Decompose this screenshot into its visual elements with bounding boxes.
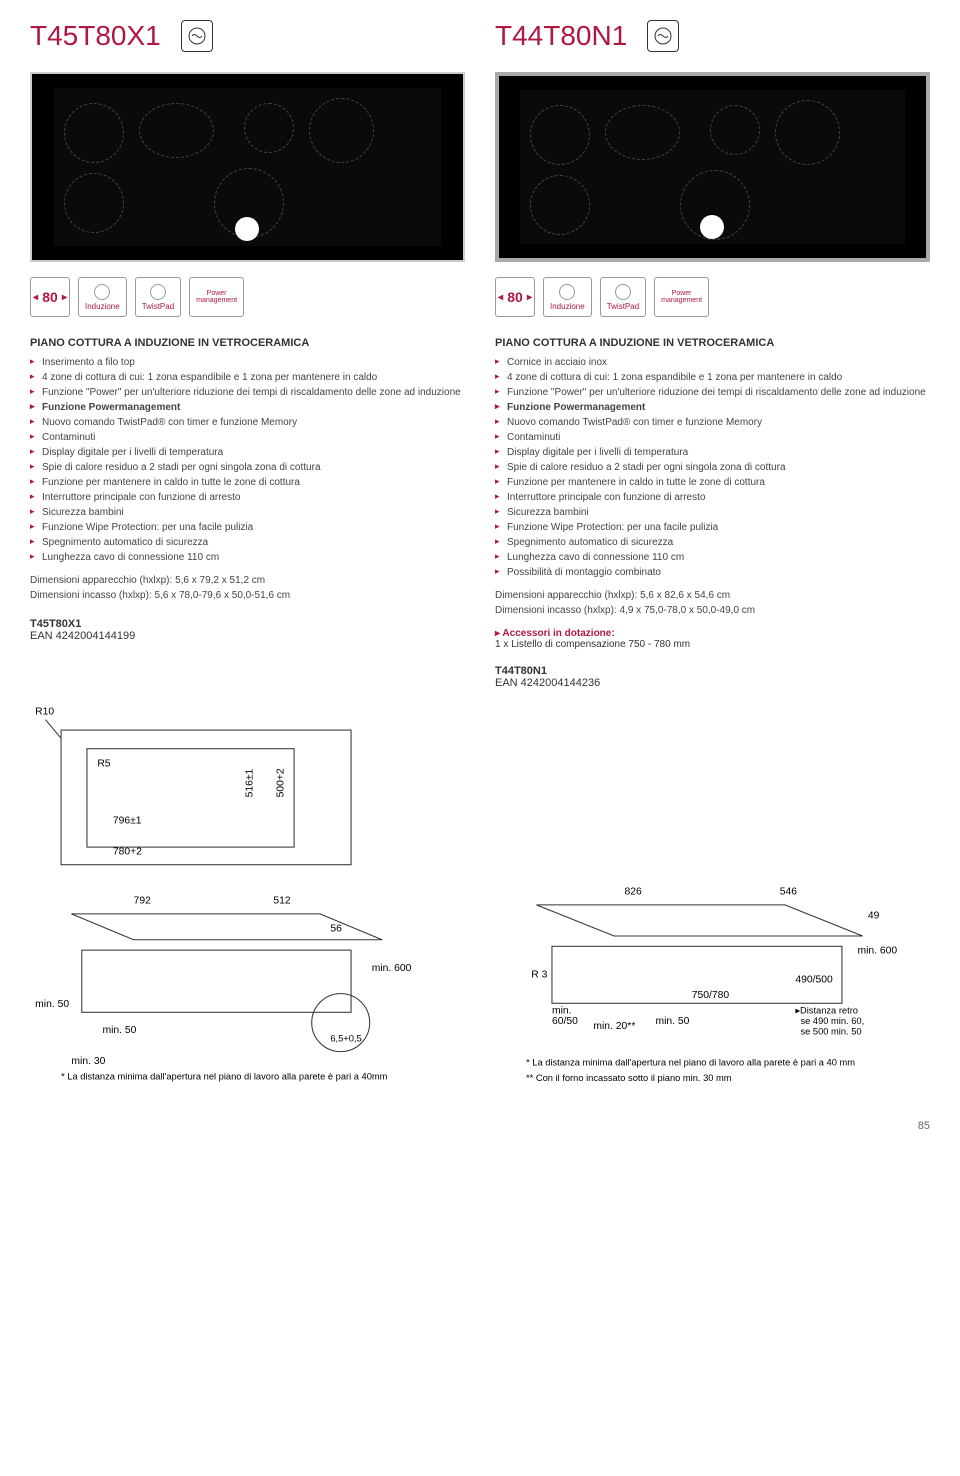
feature-item: Funzione Powermanagement [30,400,465,415]
feature-item: Funzione "Power" per un'ulteriore riduzi… [495,385,930,400]
install-diagram-left: 792 512 56 min. 600 min. 50 min. 50 6,5+… [30,888,465,1095]
label-56: 56 [330,924,342,935]
feature-item: Interruttore principale con funzione di … [30,490,465,505]
label-r5: R5 [97,758,110,769]
diagram-note-left: * La distanza minima dall'apertura nel p… [61,1072,388,1082]
ean-right: T44T80N1 EAN 4242004144236 [495,665,930,689]
label-min600r: min. 600 [857,946,897,957]
twistpad-badge: TwistPad [600,277,646,317]
label-792: 792 [134,896,152,907]
badge-row-right: 80 Induzione TwistPad Power management [495,277,930,317]
power-mgmt-badge: Power management [654,277,709,317]
twistpad-badge: TwistPad [135,277,181,317]
feature-item: Spie di calore residuo a 2 stadi per ogn… [495,460,930,475]
diagram-note1-right: * La distanza minima dall'apertura nel p… [526,1057,855,1067]
label-min50b: min. 50 [102,1025,136,1036]
feature-item: Spegnimento automatico di sicurezza [30,535,465,550]
install-diagram-right: 826 546 49 min. 600 R 3 490/500 750/780 … [495,879,930,1107]
induction-badge: Induzione [543,277,592,317]
cutout-diagram-left: R10 R5 796±1 780+2 516±1 500+2 [30,699,465,885]
feature-item: Funzione per mantenere in caldo in tutte… [495,475,930,490]
dimensions-right: Dimensioni apparecchio (hxlxp): 5,6 x 82… [495,588,930,618]
induction-icon [647,20,679,52]
label-826: 826 [624,887,642,898]
left-column: T45T80X1 80 Induzione TwistPad Power man… [30,20,465,689]
width-badge: 80 [495,277,535,317]
section-heading-right: PIANO COTTURA A INDUZIONE IN VETROCERAMI… [495,337,930,349]
feature-item: Funzione Powermanagement [495,400,930,415]
accessories: ▸ Accessori in dotazione: 1 x Listello d… [495,628,930,650]
feature-item: Spie di calore residuo a 2 stadi per ogn… [30,460,465,475]
feature-item: Interruttore principale con funzione di … [495,490,930,505]
label-500: 500+2 [276,768,287,797]
feature-item: Sicurezza bambini [30,505,465,520]
feature-item: 4 zone di cottura di cui: 1 zona espandi… [30,370,465,385]
power-mgmt-badge: Power management [189,277,244,317]
label-min30: min. 30 [71,1056,105,1067]
feature-item: Funzione "Power" per un'ulteriore riduzi… [30,385,465,400]
feature-item: Sicurezza bambini [495,505,930,520]
product-image-left [30,72,465,262]
label-490-500: 490/500 [795,975,833,986]
label-49: 49 [868,910,880,921]
product-title-right: T44T80N1 [495,20,930,52]
label-546: 546 [780,887,798,898]
product-image-right [495,72,930,262]
feature-item: Cornice in acciaio inox [495,355,930,370]
feature-item: Nuovo comando TwistPad® con timer e funz… [30,415,465,430]
label-min600: min. 600 [372,963,412,974]
feature-item: Nuovo comando TwistPad® con timer e funz… [495,415,930,430]
product-title-left: T45T80X1 [30,20,465,52]
label-780: 780+2 [113,846,142,857]
label-750-780: 750/780 [692,990,730,1001]
feature-item: 4 zone di cottura di cui: 1 zona espandi… [495,370,930,385]
diagram-note2-right: ** Con il forno incassato sotto il piano… [526,1073,732,1083]
label-min20: min. 20** [593,1021,635,1032]
diagrams-left: R10 R5 796±1 780+2 516±1 500+2 792 512 5… [30,699,465,1110]
label-r10: R10 [35,707,54,718]
feature-item: Lunghezza cavo di connessione 110 cm [30,550,465,565]
feature-item: Contaminuti [30,430,465,445]
label-512: 512 [273,896,291,907]
label-796: 796±1 [113,815,142,826]
feature-item: Contaminuti [495,430,930,445]
feature-item: Funzione Wipe Protection: per una facile… [30,520,465,535]
feature-item: Funzione per mantenere in caldo in tutte… [30,475,465,490]
label-min50a: min. 50 [35,1000,69,1011]
right-column: T44T80N1 80 Induzione TwistPad Power man… [495,20,930,689]
ean-left: T45T80X1 EAN 4242004144199 [30,618,465,642]
model-code: T45T80X1 [30,20,161,52]
width-badge: 80 [30,277,70,317]
feature-item: Spegnimento automatico di sicurezza [495,535,930,550]
label-65: 6,5+0,5 [330,1034,361,1044]
diagrams-right: 826 546 49 min. 600 R 3 490/500 750/780 … [495,699,930,1110]
feature-item: Display digitale per i livelli di temper… [495,445,930,460]
model-code: T44T80N1 [495,20,627,52]
label-min60-50: min.60/50 [552,1006,578,1027]
feature-list-left: Inserimento a filo top4 zone di cottura … [30,355,465,565]
page-number: 85 [30,1120,930,1132]
label-distanza: ▸Distanza retrose 490 min. 60,se 500 min… [795,1006,864,1037]
section-heading-left: PIANO COTTURA A INDUZIONE IN VETROCERAMI… [30,337,465,349]
label-516: 516±1 [245,768,256,797]
label-r3: R 3 [531,969,547,980]
feature-item: Funzione Wipe Protection: per una facile… [495,520,930,535]
feature-item: Lunghezza cavo di connessione 110 cm [495,550,930,565]
feature-list-right: Cornice in acciaio inox4 zone di cottura… [495,355,930,580]
feature-item: Inserimento a filo top [30,355,465,370]
feature-item: Display digitale per i livelli di temper… [30,445,465,460]
induction-icon [181,20,213,52]
induction-badge: Induzione [78,277,127,317]
dimensions-left: Dimensioni apparecchio (hxlxp): 5,6 x 79… [30,573,465,603]
label-min50r: min. 50 [656,1016,690,1027]
feature-item: Possibilità di montaggio combinato [495,565,930,580]
badge-row-left: 80 Induzione TwistPad Power management [30,277,465,317]
